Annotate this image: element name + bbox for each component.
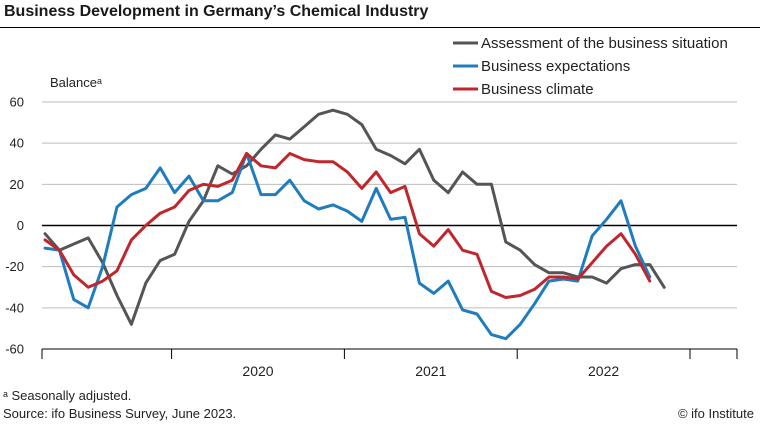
- legend-label: Assessment of the business situation: [481, 35, 728, 52]
- chart-title: Business Development in Germany’s Chemic…: [4, 3, 429, 20]
- series-lines: [43, 108, 666, 341]
- x-tick-label: 2020: [242, 363, 273, 379]
- footnote: ᵃ Seasonally adjusted.: [3, 388, 132, 403]
- x-tick-label: 2022: [588, 363, 619, 379]
- series-line-assessment-of-the-business-situation: [43, 108, 666, 326]
- y-tick-label: 40: [10, 136, 24, 151]
- legend-label: Business climate: [481, 81, 594, 98]
- title-rule: [0, 27, 760, 28]
- y-tick-labels: 60 40 20 0 -20 -40 -60: [5, 95, 24, 357]
- y-tick-label: 60: [10, 95, 24, 110]
- y-tick-label: 20: [10, 177, 24, 192]
- y-tick-label: -20: [5, 259, 24, 274]
- source-note: Source: ifo Business Survey, June 2023.: [3, 406, 237, 421]
- credit: © ifo Institute: [677, 406, 754, 421]
- x-tick-label: 2021: [415, 363, 446, 379]
- series-line-business-expectations: [43, 152, 652, 341]
- y-tick-label: -40: [5, 300, 24, 315]
- series-line-business-climate: [43, 152, 652, 299]
- legend: Assessment of the business situation Busi…: [453, 35, 728, 98]
- y-tick-label: 0: [17, 218, 24, 233]
- x-axis: 2020202120222023: [41, 348, 738, 379]
- y-tick-label: -60: [5, 342, 24, 357]
- legend-label: Business expectations: [481, 58, 630, 75]
- y-axis-label: Balanceᵃ: [50, 75, 102, 90]
